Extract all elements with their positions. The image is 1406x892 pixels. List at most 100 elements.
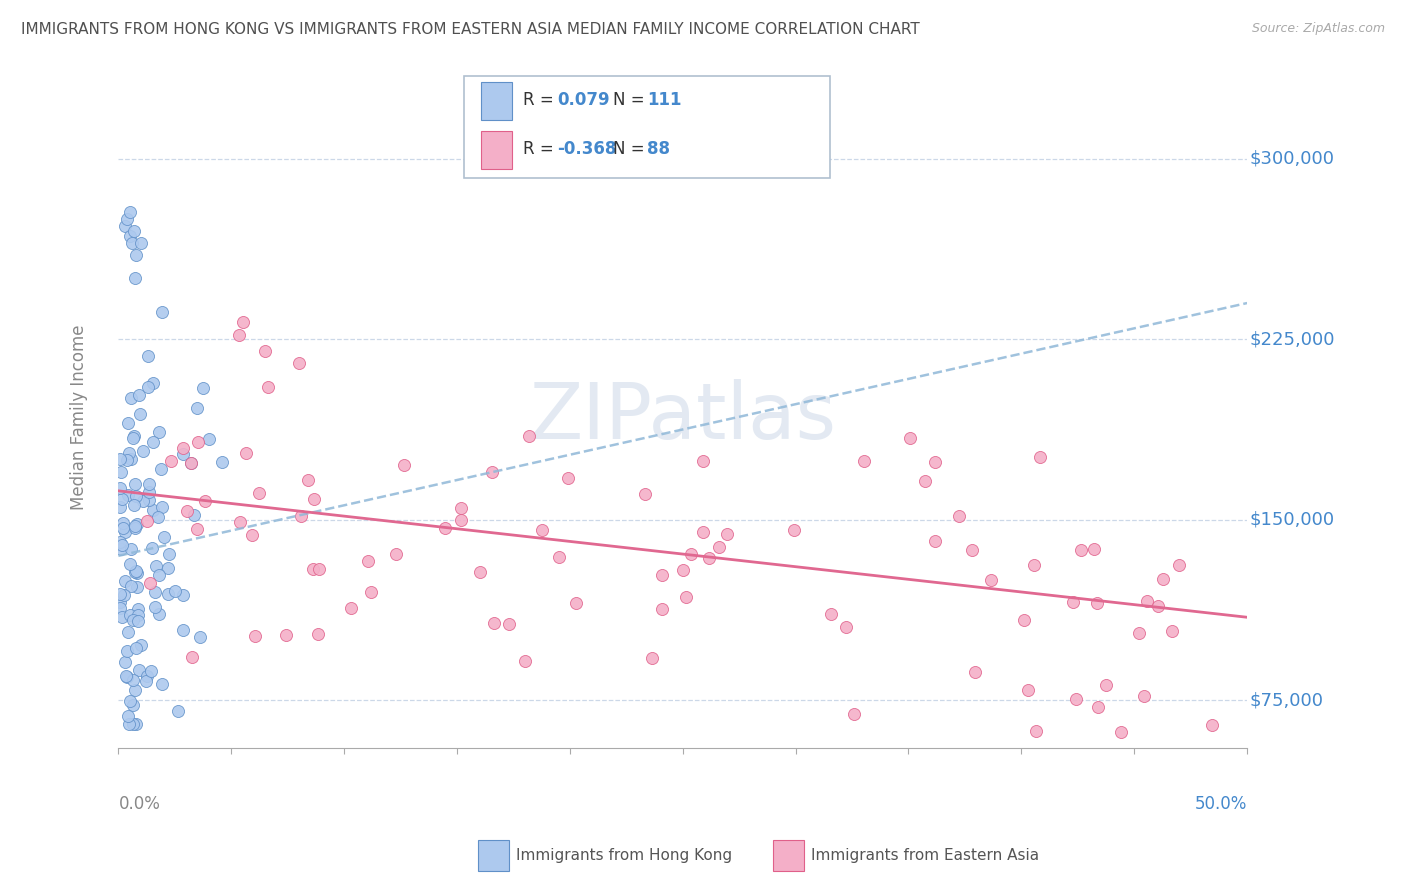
Point (392, 458, 415, 472)
Point (110, 600, 132, 615)
Point (156, 561, 179, 575)
Point (129, 235, 152, 250)
Point (124, 519, 146, 533)
Point (1147, 599, 1170, 613)
Point (517, 429, 540, 443)
Point (247, 486, 270, 500)
Point (357, 554, 380, 568)
Point (138, 477, 160, 491)
Point (114, 655, 136, 669)
Text: $75,000: $75,000 (1250, 691, 1323, 709)
Point (229, 515, 252, 529)
Point (1012, 614, 1035, 628)
Point (1136, 593, 1159, 607)
Point (115, 670, 138, 684)
Point (108, 535, 131, 549)
Point (450, 513, 472, 527)
Point (122, 698, 145, 713)
Point (152, 500, 174, 515)
Point (671, 563, 693, 577)
Text: 0.0%: 0.0% (118, 795, 160, 813)
Point (108, 500, 131, 514)
Point (121, 431, 143, 445)
Point (186, 435, 208, 450)
Point (1022, 558, 1045, 572)
Text: 50.0%: 50.0% (1195, 795, 1247, 813)
Point (111, 610, 134, 624)
Point (842, 706, 865, 721)
Point (948, 509, 970, 524)
Point (111, 491, 134, 506)
Point (148, 425, 170, 439)
Point (183, 508, 205, 522)
Point (145, 558, 167, 573)
Point (914, 474, 936, 488)
Text: $225,000: $225,000 (1250, 330, 1334, 348)
Point (531, 523, 554, 537)
Text: N =: N = (613, 91, 650, 109)
Point (675, 591, 697, 605)
Point (122, 613, 145, 627)
Point (150, 305, 173, 319)
Point (172, 623, 194, 637)
Text: R =: R = (523, 140, 560, 158)
Point (122, 224, 145, 238)
Text: 0.079: 0.079 (557, 91, 609, 109)
Point (172, 442, 194, 456)
Point (198, 433, 221, 447)
Point (820, 607, 842, 621)
Point (699, 550, 721, 565)
Point (146, 510, 169, 524)
Point (1025, 724, 1047, 739)
Point (139, 664, 162, 678)
Point (111, 538, 134, 552)
Point (121, 235, 143, 250)
Point (482, 615, 505, 630)
Point (288, 356, 311, 370)
Point (1132, 690, 1154, 704)
Point (114, 574, 136, 588)
Text: $300,000: $300,000 (1250, 150, 1334, 168)
Point (148, 568, 170, 582)
Point (129, 407, 152, 421)
Text: 111: 111 (647, 91, 682, 109)
Point (173, 588, 195, 602)
Point (125, 640, 148, 655)
Point (211, 455, 233, 469)
Point (243, 629, 266, 643)
Point (651, 568, 673, 582)
Point (1062, 595, 1084, 609)
Point (547, 549, 569, 564)
Point (172, 447, 194, 461)
Point (136, 380, 159, 394)
Point (191, 381, 214, 395)
Point (980, 573, 1002, 587)
Point (274, 628, 297, 642)
Point (194, 494, 217, 508)
Point (136, 514, 159, 528)
Point (641, 650, 664, 665)
Point (707, 540, 730, 554)
Point (163, 583, 186, 598)
Point (127, 516, 149, 531)
Point (1160, 624, 1182, 638)
Point (124, 683, 146, 698)
Point (150, 462, 173, 476)
Point (692, 454, 714, 468)
Point (127, 580, 149, 594)
Point (157, 587, 180, 601)
Point (117, 417, 139, 431)
Text: $150,000: $150,000 (1250, 511, 1334, 529)
Text: R =: R = (523, 91, 560, 109)
Point (159, 547, 181, 561)
Point (120, 579, 142, 593)
Point (176, 503, 198, 517)
Point (308, 562, 330, 576)
Point (340, 601, 363, 615)
Point (110, 466, 132, 480)
Point (142, 435, 165, 450)
Point (115, 644, 138, 658)
Point (188, 630, 211, 644)
Point (124, 566, 146, 580)
Point (132, 494, 155, 508)
